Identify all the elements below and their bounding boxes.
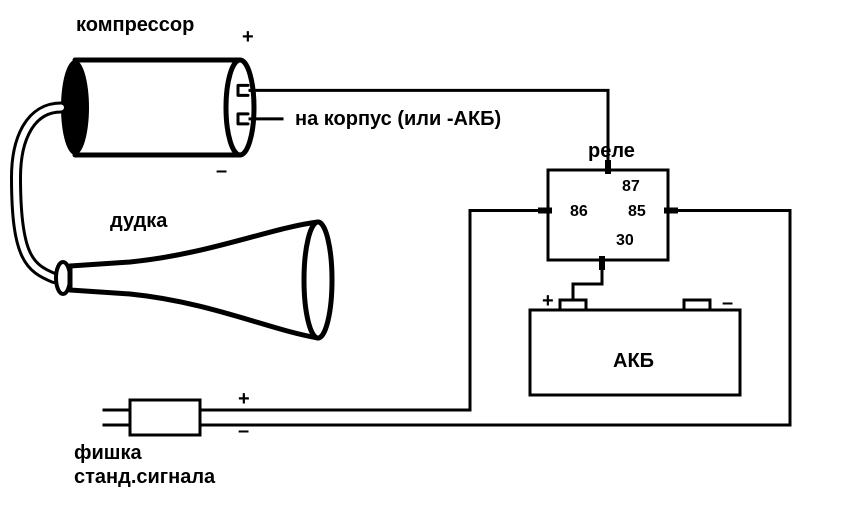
label-to-chassis: на корпус (или -АКБ)	[295, 108, 501, 131]
pin-87: 87	[622, 178, 640, 196]
label-horn: дудка	[110, 210, 167, 233]
sign-connector-plus: +	[238, 388, 250, 411]
pin-86: 86	[570, 203, 588, 221]
label-connector-2: станд.сигнала	[74, 466, 215, 489]
sign-battery-minus: –	[722, 292, 733, 315]
pin-85: 85	[628, 203, 646, 221]
hose-inner	[16, 108, 61, 279]
relay-pin-30	[599, 256, 605, 270]
pin-30: 30	[616, 232, 634, 250]
compressor-cap-right	[226, 60, 254, 155]
relay-body	[548, 170, 668, 260]
sign-connector-minus: –	[238, 420, 249, 443]
relay-pin-86	[538, 208, 552, 214]
label-compressor: компрессор	[76, 14, 194, 37]
connector-body	[130, 400, 200, 435]
label-connector-1: фишка	[74, 442, 142, 465]
wire-30-to-battery	[573, 270, 602, 300]
horn-body	[70, 222, 318, 338]
battery-term-minus	[684, 300, 710, 310]
relay-pin-85	[664, 208, 678, 214]
label-relay: реле	[588, 140, 635, 163]
horn-bell	[304, 222, 332, 338]
sign-compressor-minus: –	[216, 160, 227, 183]
sign-compressor-plus: +	[242, 26, 254, 49]
label-battery: АКБ	[613, 350, 654, 373]
sign-battery-plus: +	[542, 290, 554, 313]
